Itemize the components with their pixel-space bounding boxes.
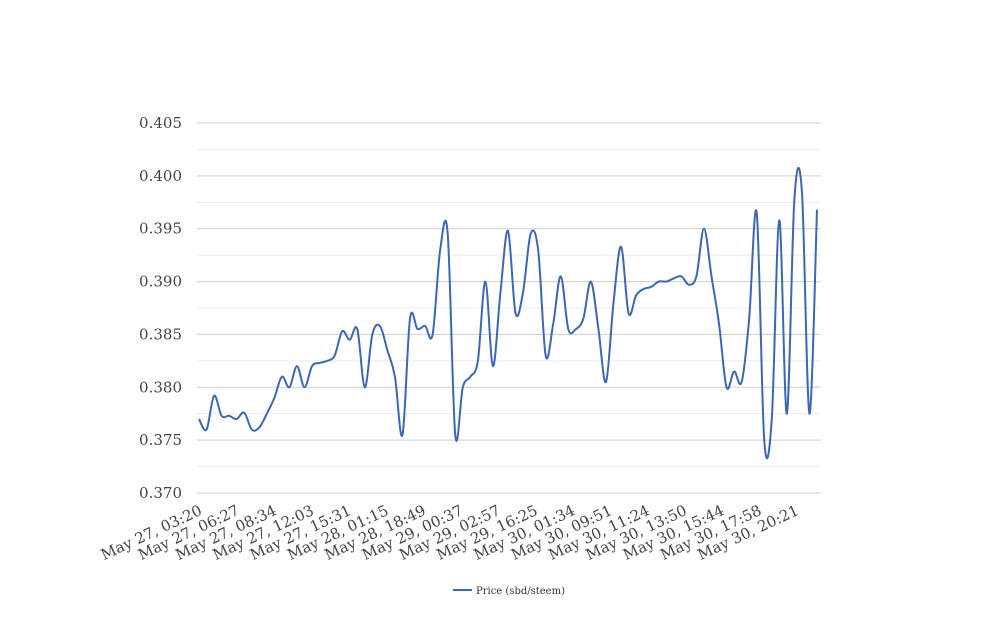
y-tick-label: 0.405 [139, 114, 182, 132]
grid-layer [197, 122, 821, 494]
legend-label: Price (sbd/steem) [476, 586, 565, 597]
series-line-price [198, 166, 818, 460]
y-axis-ticks: 0.370 0.375 0.380 0.385 0.390 0.395 0.400 0.405 [139, 114, 182, 502]
y-tick-label: 0.380 [139, 378, 182, 396]
y-tick-label: 0.400 [139, 167, 182, 185]
legend: Price (sbd/steem) [453, 586, 565, 597]
y-tick-label: 0.370 [139, 484, 182, 502]
y-tick-label: 0.390 [139, 273, 182, 291]
y-tick-label: 0.375 [139, 431, 182, 449]
y-tick-label: 0.395 [139, 220, 182, 238]
series-layer [198, 166, 818, 460]
y-tick-label: 0.385 [139, 325, 182, 343]
